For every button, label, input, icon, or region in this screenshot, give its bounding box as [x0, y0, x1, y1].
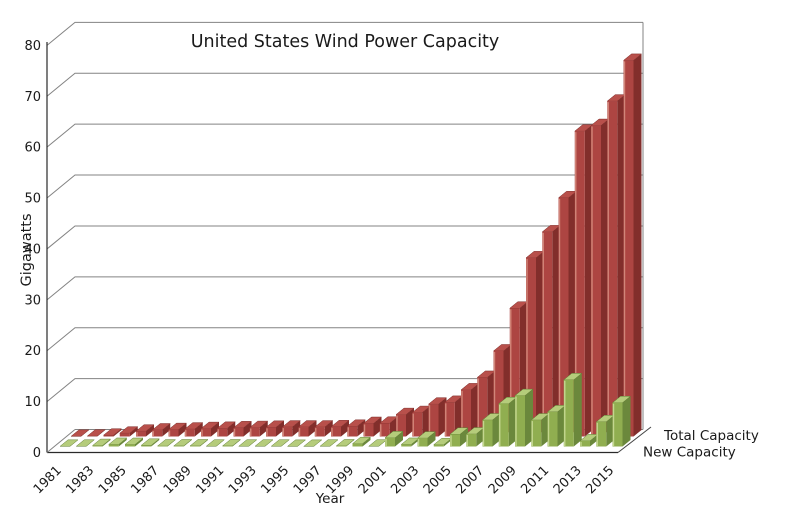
x-tick-label: 1993 — [226, 463, 260, 497]
y-tick-label: 30 — [24, 293, 41, 308]
legend-new-label: New Capacity — [643, 445, 736, 461]
y-tick-label: 0 — [33, 446, 41, 461]
x-tick-label: 2009 — [486, 463, 520, 497]
axis-lines — [46, 42, 652, 454]
x-tick-label: 1991 — [193, 463, 227, 497]
x-tick-label: 2013 — [551, 463, 585, 497]
y-tick-label: 80 — [24, 39, 41, 54]
x-tick-label: 2003 — [388, 463, 422, 497]
x-tick-label: 2001 — [356, 463, 390, 497]
x-tick-label: 2015 — [583, 463, 617, 497]
x-tick-label: 1985 — [96, 463, 130, 497]
y-tick-label: 20 — [24, 344, 41, 359]
x-tick-label: 1989 — [161, 463, 195, 497]
x-axis-label: Year — [315, 491, 345, 507]
y-axis-label: Gigawatts — [19, 213, 35, 286]
x-tick-label: 1983 — [63, 463, 97, 497]
chart-title: United States Wind Power Capacity — [191, 32, 500, 52]
x-tick-label: 1987 — [128, 463, 162, 497]
x-tick-label: 2011 — [518, 463, 552, 497]
x-tick-label: 2005 — [421, 463, 455, 497]
total-capacity-bars — [70, 53, 643, 437]
new-capacity-bars — [59, 373, 632, 447]
y-tick-label: 40 — [24, 242, 41, 257]
y-tick-label: 70 — [24, 90, 41, 105]
y-tick-labels: 0 10 20 30 40 50 60 70 80 — [24, 39, 41, 461]
x-tick-label: 2007 — [453, 463, 487, 497]
y-tick-label: 60 — [24, 141, 41, 156]
y-tick-label: 10 — [24, 395, 41, 410]
x-tick-label: 1981 — [31, 463, 65, 497]
y-tick-label: 50 — [24, 192, 41, 207]
x-tick-label: 1995 — [258, 463, 292, 497]
legend-total-label: Total Capacity — [663, 428, 759, 444]
